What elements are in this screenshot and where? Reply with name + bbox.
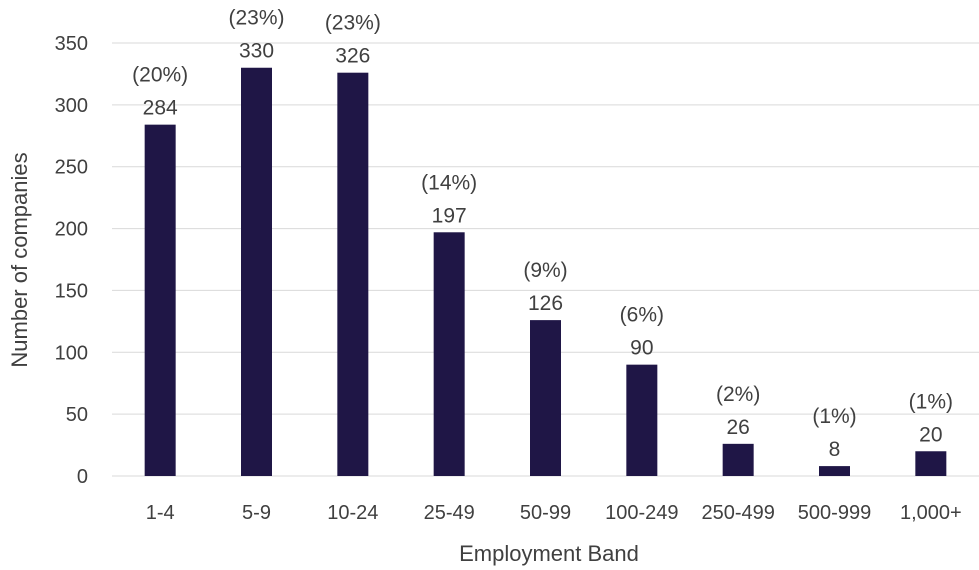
data-labels: 284 (20%) 330 (23%) 326 (23%) 197 (14%) 126 (9%) 9…	[132, 7, 953, 461]
x-tick-label: 250-499	[701, 502, 774, 524]
data-label: 90	[630, 337, 653, 360]
x-axis-categories: 1-4 5-9 10-24 25-49 50-99 100-249 250-499 500-9…	[146, 502, 962, 524]
y-tick-label: 300	[55, 95, 88, 117]
percent-label: (23%)	[228, 7, 284, 30]
y-tick-label: 0	[77, 466, 88, 488]
data-label: 8	[829, 438, 841, 461]
percent-label: (1%)	[909, 390, 953, 413]
bar	[915, 451, 947, 476]
y-tick-label: 100	[55, 342, 88, 364]
percent-label: (6%)	[620, 304, 664, 327]
percent-label: (9%)	[523, 259, 567, 282]
y-tick-label: 50	[66, 404, 88, 426]
data-label: 326	[335, 45, 370, 68]
percent-label: (2%)	[716, 383, 760, 406]
data-label: 330	[239, 40, 274, 63]
x-axis-title: Employment Band	[459, 541, 639, 566]
y-tick-label: 250	[55, 157, 88, 179]
bar	[144, 124, 176, 476]
y-axis-ticks: 0 50 100 150 200 250 300 350	[55, 33, 88, 488]
percent-label: (14%)	[421, 171, 477, 194]
bar	[433, 232, 465, 476]
x-tick-label: 1-4	[146, 502, 175, 524]
bar	[722, 443, 754, 476]
bar	[819, 466, 850, 476]
y-tick-label: 350	[55, 33, 88, 55]
x-tick-label: 1,000+	[900, 502, 962, 524]
bar	[337, 72, 369, 476]
percent-label: (23%)	[325, 12, 381, 35]
x-tick-label: 50-99	[520, 502, 571, 524]
x-tick-label: 500-999	[798, 502, 871, 524]
data-label: 197	[432, 204, 467, 227]
x-tick-label: 5-9	[242, 502, 271, 524]
y-axis-title: Number of companies	[7, 152, 32, 367]
data-label: 26	[726, 416, 749, 439]
bars	[144, 67, 947, 476]
x-tick-label: 100-249	[605, 502, 678, 524]
y-tick-label: 200	[55, 219, 88, 241]
data-label: 126	[528, 292, 563, 315]
data-label: 20	[919, 423, 942, 446]
bar	[241, 67, 272, 476]
x-tick-label: 10-24	[327, 502, 378, 524]
bar	[626, 364, 658, 476]
x-tick-label: 25-49	[424, 502, 475, 524]
percent-label: (1%)	[812, 405, 856, 428]
bar	[530, 320, 561, 476]
data-label: 284	[143, 97, 178, 120]
percent-label: (20%)	[132, 64, 188, 87]
y-tick-label: 150	[55, 280, 88, 302]
